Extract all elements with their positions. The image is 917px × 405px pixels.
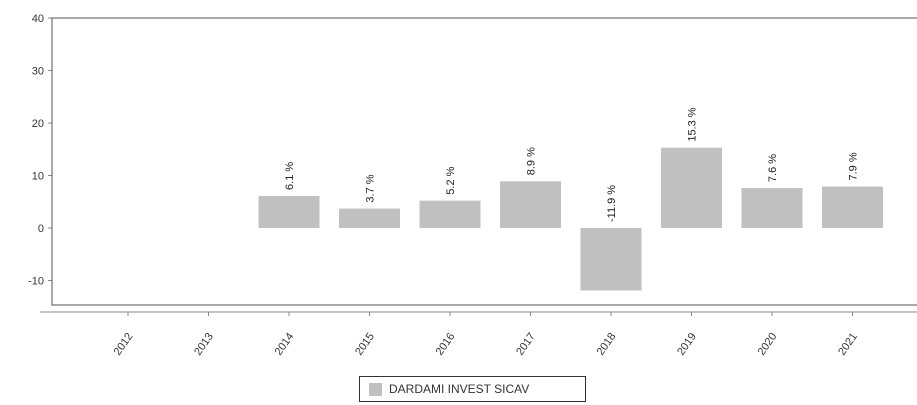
x-tick-label: 2013 — [192, 331, 216, 358]
x-tick-label: 2020 — [756, 331, 780, 358]
legend-label: DARDAMI INVEST SICAV — [389, 382, 530, 396]
y-tick-label: 0 — [38, 223, 44, 235]
x-tick-label: 2021 — [836, 331, 860, 358]
x-tick-label: 2015 — [353, 331, 377, 358]
y-axis: 40 30 20 10 0 -10 — [28, 13, 52, 288]
bar-2016[interactable] — [419, 200, 481, 228]
bar-2017[interactable] — [500, 181, 561, 228]
data-label-2020: 7.6 % — [767, 154, 779, 182]
bar-2014[interactable] — [258, 195, 320, 228]
legend-swatch — [369, 382, 382, 396]
y-tick-label: -10 — [28, 276, 44, 288]
x-tick-label: 2016 — [434, 331, 458, 358]
plot-area — [51, 17, 917, 306]
y-tick-label: 30 — [32, 66, 44, 78]
data-label-2016: 5.2 % — [445, 166, 457, 194]
bar-2019[interactable] — [661, 147, 722, 228]
data-label-2015: 3.7 % — [365, 174, 377, 202]
data-label-2019: 15.3 % — [687, 107, 699, 141]
bar-2018[interactable] — [580, 228, 642, 291]
y-tick-label: 10 — [32, 171, 44, 183]
x-tick-label: 2017 — [514, 331, 538, 358]
y-tick-label: 40 — [32, 13, 44, 25]
x-tick-label: 2012 — [112, 331, 136, 358]
data-label-2017: 8.9 % — [526, 147, 538, 175]
data-labels: 6.1 % 3.7 % 5.2 % 8.9 % -11.9 % 15.3 % 7.6 % 7.… — [284, 107, 860, 222]
x-tick-label: 2019 — [675, 331, 699, 358]
data-label-2021: 7.9 % — [848, 152, 860, 180]
x-tick-label: 2014 — [273, 331, 297, 358]
x-axis: 2012 2013 2014 2015 2016 2017 2018 2019 2020 2021 — [40, 311, 917, 358]
x-tick-label: 2018 — [595, 331, 619, 358]
y-tick-label: 20 — [32, 118, 44, 130]
bar-2015[interactable] — [339, 208, 400, 228]
bar-2021[interactable] — [822, 186, 883, 228]
bar-series — [258, 147, 883, 291]
legend: DARDAMI INVEST SICAV — [359, 376, 586, 402]
bar-2020[interactable] — [741, 188, 803, 228]
data-label-2018: -11.9 % — [606, 185, 618, 222]
data-label-2014: 6.1 % — [284, 162, 296, 190]
